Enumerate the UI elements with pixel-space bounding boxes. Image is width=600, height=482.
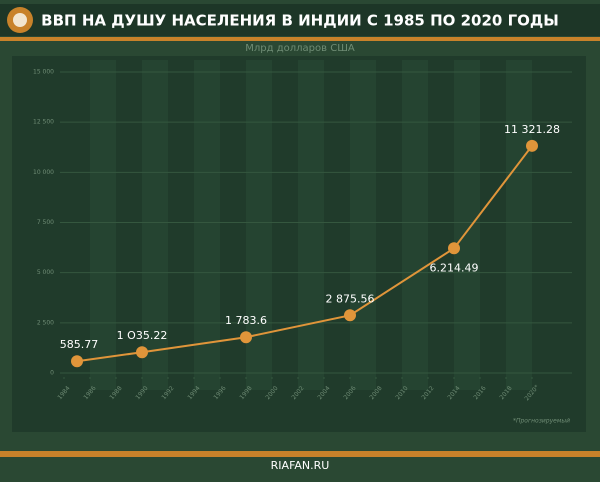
y-tick-label: 12 500: [33, 119, 54, 126]
stripe: [194, 60, 220, 390]
source: RIAFAN.RU: [271, 459, 330, 472]
data-point: [136, 346, 148, 359]
y-tick-label: 5 000: [37, 269, 54, 276]
value-label: 2 875.56: [326, 292, 375, 305]
value-label: 1 783.6: [225, 314, 267, 327]
value-label: 6.214.49: [430, 261, 479, 274]
data-point: [344, 309, 356, 322]
title-bar: [0, 4, 600, 36]
stripe: [298, 60, 324, 390]
data-point: [526, 139, 538, 152]
y-tick-label: 2 500: [37, 319, 54, 326]
y-tick-label: 0: [50, 370, 54, 377]
y-tick-label: 7 500: [37, 219, 54, 226]
footnote: *Прогнозируемый: [513, 418, 570, 425]
stripe: [454, 60, 480, 390]
subtitle: Млрд долларов США: [245, 43, 355, 54]
data-point: [240, 331, 252, 344]
chart-title: ВВП НА ДУШУ НАСЕЛЕНИЯ В ИНДИИ С 1985 ПО …: [41, 12, 559, 30]
value-label: 1 O35.22: [117, 329, 168, 342]
title-rule: [0, 37, 600, 41]
stripe: [506, 60, 532, 390]
value-label: 11 321.28: [504, 123, 560, 136]
value-label: 585.77: [60, 338, 99, 351]
logo-inner: [13, 13, 27, 27]
stripe: [402, 60, 428, 390]
stripe: [142, 60, 168, 390]
data-line: [76, 145, 533, 363]
data-point: [71, 355, 83, 368]
data-point: [448, 242, 460, 255]
y-tick-label: 10 000: [33, 169, 54, 176]
y-tick-label: 15 000: [33, 69, 54, 76]
stripe: [350, 60, 376, 390]
stripe: [90, 60, 116, 390]
footer-rule: [0, 451, 600, 457]
